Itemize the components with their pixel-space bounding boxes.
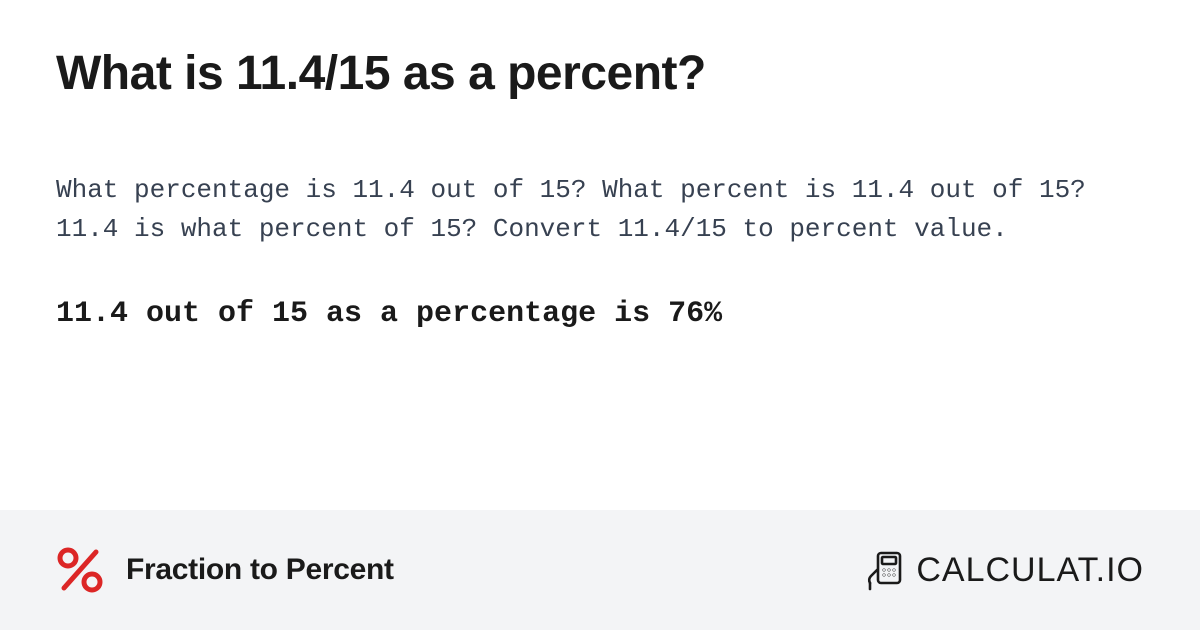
calculator-icon [864,549,906,591]
content-area: What is 11.4/15 as a percent? What perce… [0,0,1200,331]
description-text: What percentage is 11.4 out of 15? What … [56,171,1136,249]
page-title: What is 11.4/15 as a percent? [56,48,1144,101]
footer-bar: Fraction to Percent [0,510,1200,630]
result-text: 11.4 out of 15 as a percentage is 76% [56,297,1144,331]
footer-left-group: Fraction to Percent [56,546,394,594]
brand-text: CALCULAT.IO [916,551,1144,590]
footer-label: Fraction to Percent [126,553,394,587]
percent-icon [56,546,104,594]
footer-brand: CALCULAT.IO [864,549,1144,591]
